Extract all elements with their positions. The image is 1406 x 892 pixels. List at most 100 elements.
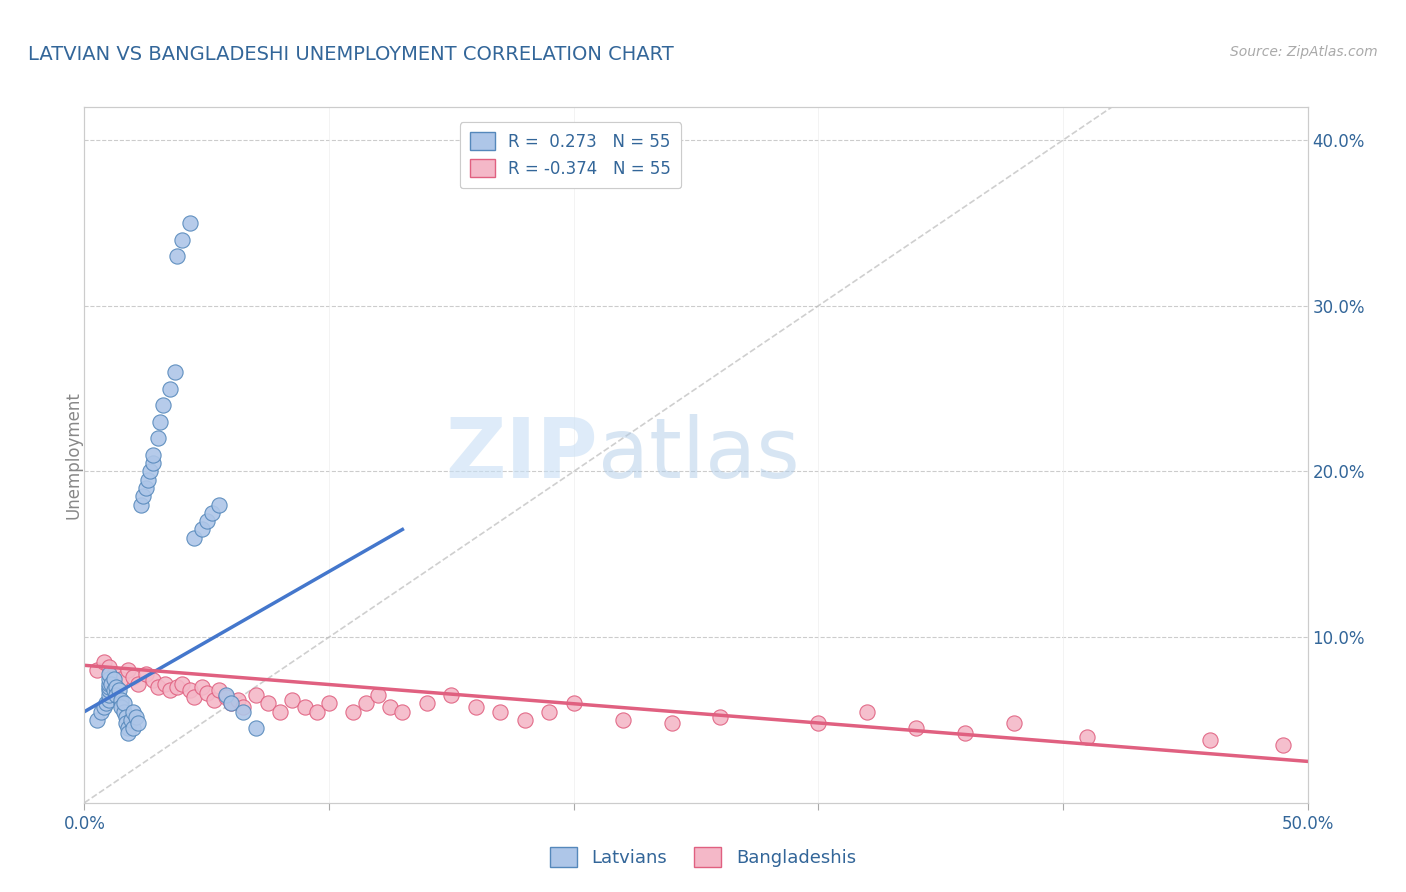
Point bbox=[228, 693, 250, 707]
Point bbox=[305, 705, 328, 719]
Point bbox=[110, 699, 132, 714]
Point bbox=[152, 398, 174, 412]
Legend: R =  0.273   N = 55, R = -0.374   N = 55: R = 0.273 N = 55, R = -0.374 N = 55 bbox=[460, 122, 681, 188]
Point bbox=[110, 697, 132, 711]
Point bbox=[159, 382, 181, 396]
Point bbox=[440, 688, 463, 702]
Point bbox=[489, 705, 512, 719]
Point bbox=[391, 705, 413, 719]
Point bbox=[105, 680, 128, 694]
Point bbox=[129, 498, 152, 512]
Text: LATVIAN VS BANGLADESHI UNEMPLOYMENT CORRELATION CHART: LATVIAN VS BANGLADESHI UNEMPLOYMENT CORR… bbox=[28, 45, 673, 63]
Point bbox=[538, 705, 561, 719]
Point bbox=[245, 721, 267, 735]
Point bbox=[807, 716, 830, 731]
Point bbox=[215, 690, 238, 704]
Point bbox=[191, 680, 214, 694]
Point bbox=[97, 688, 120, 702]
Point bbox=[135, 481, 157, 495]
Point bbox=[367, 688, 389, 702]
Point bbox=[139, 465, 162, 479]
Point bbox=[103, 683, 125, 698]
Text: ZIP: ZIP bbox=[446, 415, 598, 495]
Point bbox=[142, 673, 165, 688]
Point bbox=[856, 705, 879, 719]
Legend: Latvians, Bangladeshis: Latvians, Bangladeshis bbox=[543, 839, 863, 874]
Point bbox=[416, 697, 439, 711]
Point bbox=[202, 693, 225, 707]
Point bbox=[107, 683, 129, 698]
Point bbox=[318, 697, 340, 711]
Point bbox=[97, 683, 120, 698]
Point bbox=[112, 697, 135, 711]
Point bbox=[86, 713, 108, 727]
Point bbox=[219, 697, 242, 711]
Point bbox=[354, 697, 377, 711]
Point bbox=[179, 683, 201, 698]
Point bbox=[208, 683, 231, 698]
Point bbox=[905, 721, 928, 735]
Y-axis label: Unemployment: Unemployment bbox=[65, 391, 82, 519]
Point bbox=[110, 672, 132, 686]
Point bbox=[172, 233, 194, 247]
Point bbox=[208, 498, 231, 512]
Point bbox=[112, 705, 135, 719]
Point bbox=[232, 699, 254, 714]
Text: atlas: atlas bbox=[598, 415, 800, 495]
Point bbox=[97, 676, 120, 690]
Point bbox=[195, 686, 218, 700]
Point bbox=[342, 705, 364, 719]
Point bbox=[100, 676, 122, 690]
Point bbox=[122, 721, 145, 735]
Point bbox=[257, 697, 280, 711]
Point bbox=[172, 676, 194, 690]
Point bbox=[115, 709, 138, 723]
Point bbox=[127, 716, 149, 731]
Point bbox=[117, 726, 139, 740]
Point bbox=[1002, 716, 1025, 731]
Point bbox=[612, 713, 634, 727]
Point bbox=[1076, 730, 1098, 744]
Point bbox=[96, 697, 118, 711]
Point bbox=[97, 672, 120, 686]
Point bbox=[219, 697, 242, 711]
Point bbox=[1198, 732, 1220, 747]
Point bbox=[380, 699, 402, 714]
Point bbox=[93, 699, 115, 714]
Point bbox=[135, 666, 157, 681]
Point bbox=[661, 716, 683, 731]
Text: Source: ZipAtlas.com: Source: ZipAtlas.com bbox=[1230, 45, 1378, 59]
Point bbox=[200, 506, 222, 520]
Point bbox=[122, 705, 145, 719]
Point bbox=[97, 693, 120, 707]
Point bbox=[110, 693, 132, 707]
Point bbox=[86, 663, 108, 677]
Point bbox=[127, 676, 149, 690]
Point bbox=[105, 688, 128, 702]
Point bbox=[464, 699, 486, 714]
Point bbox=[103, 666, 125, 681]
Point bbox=[232, 705, 254, 719]
Point bbox=[142, 448, 165, 462]
Point bbox=[513, 713, 536, 727]
Point bbox=[166, 249, 188, 263]
Point bbox=[136, 473, 159, 487]
Point bbox=[97, 660, 120, 674]
Point bbox=[953, 726, 976, 740]
Point bbox=[93, 655, 115, 669]
Point bbox=[97, 666, 120, 681]
Point bbox=[269, 705, 291, 719]
Point bbox=[120, 713, 142, 727]
Point bbox=[146, 431, 169, 445]
Point bbox=[125, 709, 148, 723]
Point bbox=[183, 531, 205, 545]
Point bbox=[191, 523, 214, 537]
Point bbox=[146, 680, 169, 694]
Point bbox=[142, 456, 165, 470]
Point bbox=[90, 705, 112, 719]
Point bbox=[159, 683, 181, 698]
Point bbox=[281, 693, 304, 707]
Point bbox=[117, 721, 139, 735]
Point bbox=[132, 489, 155, 503]
Point bbox=[117, 663, 139, 677]
